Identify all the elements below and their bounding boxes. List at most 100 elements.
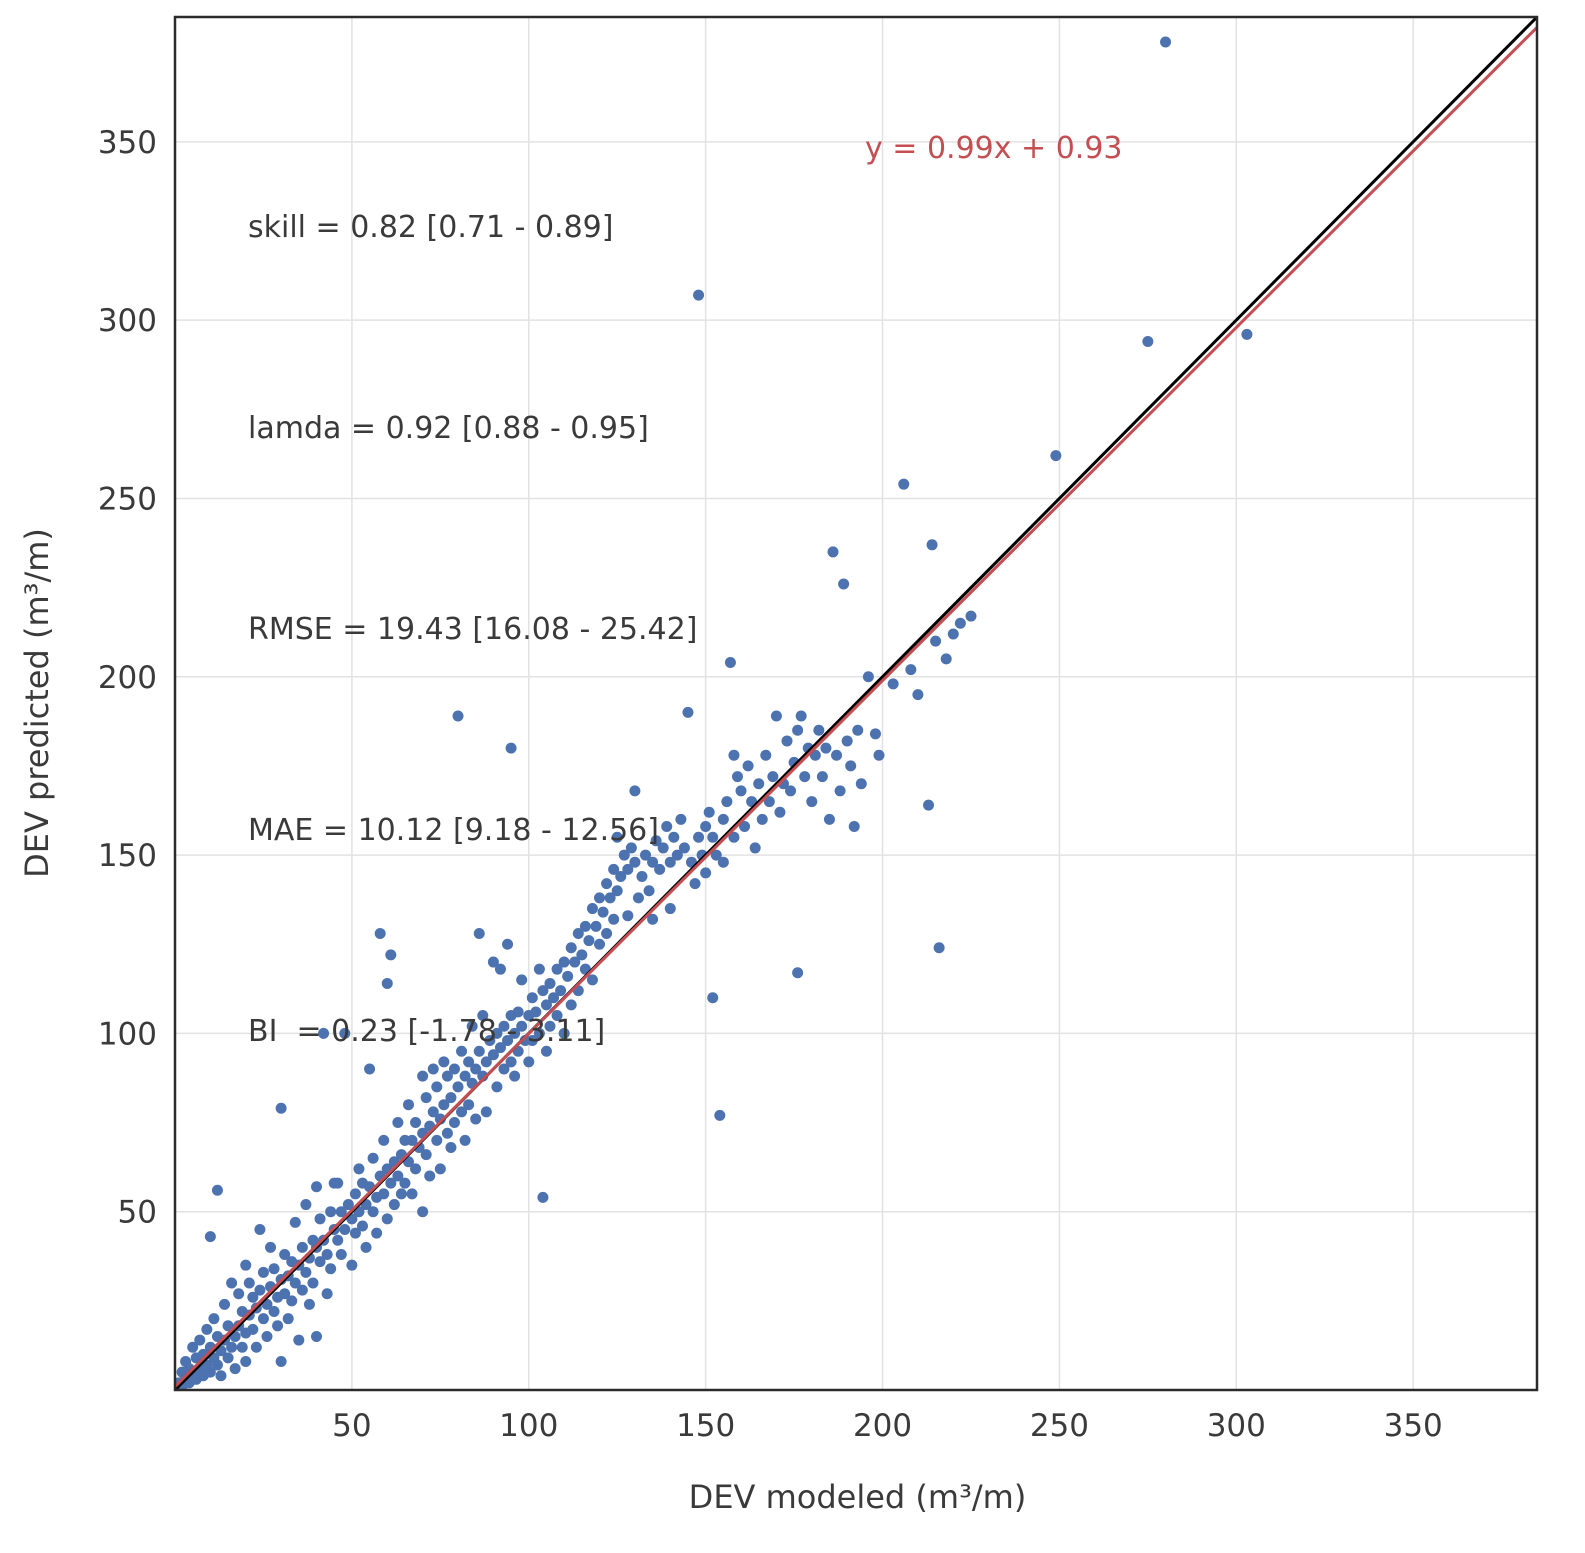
data-point <box>204 1366 216 1378</box>
data-point <box>855 778 867 790</box>
data-point <box>629 856 641 868</box>
data-point <box>349 1227 361 1239</box>
data-point <box>286 1295 298 1307</box>
data-point <box>516 974 528 986</box>
data-point <box>576 949 588 961</box>
data-point <box>671 849 683 861</box>
data-point <box>933 942 945 954</box>
data-point <box>618 849 630 861</box>
data-point <box>724 656 736 668</box>
data-point <box>247 1323 259 1335</box>
data-point <box>353 1163 365 1175</box>
data-point <box>420 1092 432 1104</box>
stat-skill: skill = 0.82 [0.71 - 0.89] <box>248 210 614 245</box>
data-point <box>749 842 761 854</box>
data-point <box>487 956 499 968</box>
data-point <box>594 892 606 904</box>
data-point <box>307 1277 319 1289</box>
y-tick-label: 200 <box>98 660 157 696</box>
data-point <box>332 1177 344 1189</box>
data-point <box>356 1220 368 1232</box>
data-point <box>594 938 606 950</box>
data-point <box>502 938 514 950</box>
data-point <box>548 992 560 1004</box>
data-point <box>954 617 966 629</box>
data-point <box>448 1063 460 1075</box>
data-point <box>452 1081 464 1093</box>
data-point <box>293 1334 305 1346</box>
data-point <box>378 1188 390 1200</box>
data-point <box>785 785 797 797</box>
data-point <box>852 724 864 736</box>
data-point <box>1142 336 1154 348</box>
data-point <box>572 928 584 940</box>
data-point <box>335 1248 347 1260</box>
data-point <box>420 1149 432 1161</box>
data-point <box>753 778 765 790</box>
data-point <box>629 785 641 797</box>
data-point <box>590 920 602 932</box>
data-point <box>204 1231 216 1243</box>
data-point <box>558 956 570 968</box>
data-point <box>385 949 397 961</box>
stat-rmse: RMSE = 19.43 [16.08 - 25.42] <box>248 612 698 647</box>
data-point <box>739 821 751 833</box>
data-point <box>675 813 687 825</box>
data-point <box>222 1352 234 1364</box>
stats-annotation: skill = 0.82 [0.71 - 0.89] lamda = 0.92 … <box>248 60 697 1199</box>
data-point <box>632 892 644 904</box>
data-point <box>254 1284 266 1296</box>
data-point <box>427 1063 439 1075</box>
data-point <box>781 735 793 747</box>
data-point <box>208 1313 220 1325</box>
data-point <box>845 760 857 772</box>
data-point <box>417 1070 429 1082</box>
data-point <box>371 1227 383 1239</box>
data-point <box>346 1259 358 1271</box>
data-point <box>473 1045 485 1057</box>
data-point <box>537 1191 549 1203</box>
data-point <box>222 1320 234 1332</box>
x-tick-label: 200 <box>853 1408 912 1444</box>
data-point <box>360 1241 372 1253</box>
data-point <box>332 1234 344 1246</box>
data-point <box>640 849 652 861</box>
x-tick-label: 350 <box>1384 1408 1443 1444</box>
data-point <box>647 856 659 868</box>
data-point <box>799 771 811 783</box>
data-point <box>470 1063 482 1075</box>
data-point <box>438 1099 450 1111</box>
data-point <box>335 1206 347 1218</box>
data-point <box>279 1288 291 1300</box>
data-point <box>965 610 977 622</box>
data-point <box>441 1127 453 1139</box>
data-point <box>367 1152 379 1164</box>
data-point <box>226 1341 238 1353</box>
data-point <box>707 831 719 843</box>
data-point <box>1050 450 1062 462</box>
data-point <box>236 1341 248 1353</box>
data-point <box>448 1117 460 1129</box>
data-point <box>374 928 386 940</box>
data-point <box>841 735 853 747</box>
data-point <box>452 710 464 722</box>
data-point <box>668 831 680 843</box>
data-point <box>710 849 722 861</box>
data-point <box>569 956 581 968</box>
data-point <box>215 1370 227 1382</box>
data-point <box>296 1241 308 1253</box>
data-point <box>250 1341 262 1353</box>
data-point <box>473 928 485 940</box>
data-point <box>342 1199 354 1211</box>
data-point <box>311 1331 323 1343</box>
x-tick-label: 100 <box>499 1408 558 1444</box>
data-point <box>537 985 549 997</box>
data-point <box>601 928 613 940</box>
data-point <box>364 1063 376 1075</box>
data-point <box>456 1045 468 1057</box>
data-point <box>321 1248 333 1260</box>
data-point <box>604 892 616 904</box>
data-point <box>565 999 577 1011</box>
data-point <box>742 760 754 772</box>
